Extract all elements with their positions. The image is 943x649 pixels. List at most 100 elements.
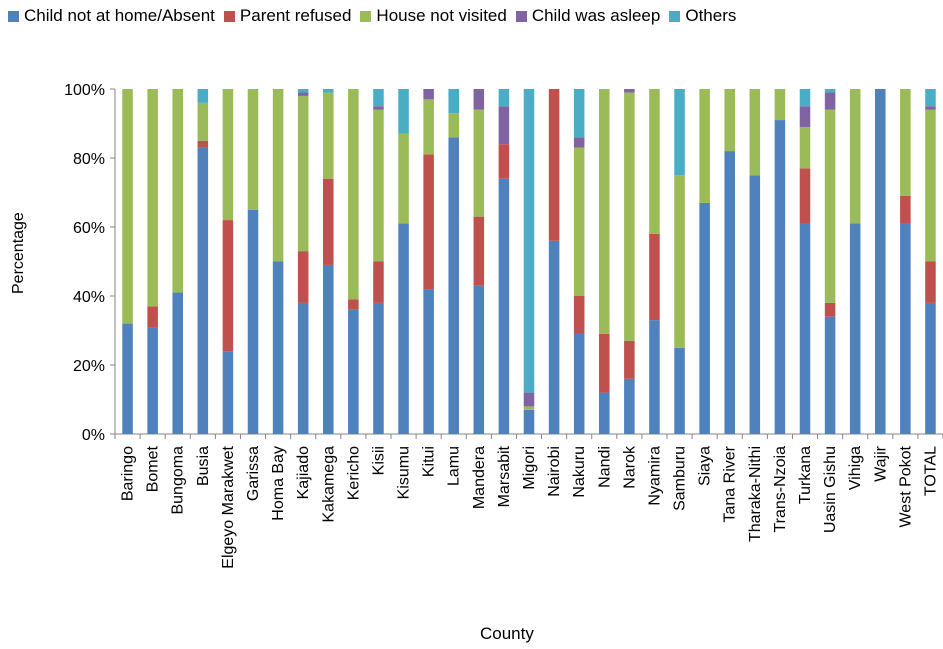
bar-segment (749, 175, 761, 434)
bar-segment (247, 89, 259, 210)
bar-segment (323, 264, 334, 434)
x-tick-label: Homa Bay (270, 446, 287, 521)
x-tick-label: Siaya (697, 446, 714, 486)
bar-segment (423, 89, 434, 100)
x-tick-label: Nandi (596, 446, 613, 488)
x-tick-label: Samburu (672, 446, 689, 511)
bar-segment (749, 89, 761, 176)
bar-segment (473, 216, 485, 286)
x-tick-label: Kericho (345, 446, 362, 500)
x-tick-label: West Pokot (897, 445, 914, 527)
x-tick-label: Kisumu (396, 446, 413, 499)
x-tick-label: Nairobi (546, 446, 563, 497)
legend-label: Parent refused (239, 6, 352, 25)
bar-segment (674, 347, 685, 434)
bar-segment (498, 89, 510, 107)
legend-item: House not visited (360, 6, 507, 26)
bar-segment (573, 147, 585, 296)
bar-segment (297, 89, 309, 93)
bar-segment (222, 351, 234, 434)
bar-segment (247, 209, 259, 434)
bar-segment (398, 89, 409, 134)
bar-segment (799, 126, 811, 169)
legend-item: Others (669, 6, 736, 26)
bar-segment (925, 106, 936, 110)
bar-segment (599, 333, 610, 393)
x-tick-label: Narok (621, 445, 638, 489)
bar-segment (523, 392, 535, 407)
x-tick-label: Uasin Gishu (822, 446, 839, 533)
bar-segment (373, 89, 384, 107)
x-tick-label: Turkana (797, 446, 814, 504)
bar-segment (699, 89, 710, 203)
bar-segment (523, 409, 535, 434)
x-tick-label: Kisii (370, 446, 387, 475)
legend-label: Others (685, 6, 737, 25)
bar-segment (824, 92, 836, 110)
legend-item: Child was asleep (515, 6, 661, 26)
bar-segment (649, 233, 660, 321)
x-tick-label: Busia (195, 446, 212, 486)
bar-segment (849, 89, 861, 224)
bar-segment (824, 316, 836, 434)
bar-segment (624, 92, 635, 341)
bar-segment (323, 92, 334, 179)
bar-segment (373, 109, 384, 262)
bar-segment (172, 292, 183, 434)
bar-segment (925, 109, 936, 262)
bar-segment (373, 302, 384, 434)
x-tick-label: TOTAL (922, 446, 939, 496)
bar-segment (875, 89, 886, 434)
bar-segment (774, 120, 786, 435)
bar-segment (523, 89, 535, 393)
bar-segment (799, 106, 811, 127)
x-tick-label: Baringo (120, 446, 137, 501)
bar-segment (147, 327, 158, 434)
x-tick-label: Tharaka-Nithi (747, 446, 764, 542)
bar-segment (699, 202, 710, 434)
bar-segment (573, 137, 585, 148)
bar-segment (824, 89, 836, 93)
bar-segment (498, 106, 510, 145)
bar-segment (172, 89, 183, 293)
bar-segment (297, 302, 309, 434)
bar-segment (573, 296, 585, 334)
y-tick-label: 80% (73, 151, 105, 168)
bar-segment (573, 333, 585, 434)
bar-segment (423, 99, 434, 155)
bar-segment (272, 261, 284, 434)
x-tick-label: Elgeyo Marakwet (220, 445, 237, 568)
legend-swatch (515, 10, 527, 22)
x-tick-label: Lamu (446, 446, 463, 486)
bar-segment (348, 309, 359, 434)
bar-segment (724, 89, 735, 152)
x-tick-label: Kajiado (295, 446, 312, 499)
bar-segment (548, 89, 560, 241)
x-tick-label: Migori (521, 446, 538, 490)
bar-segment (197, 140, 209, 148)
bar-segment (323, 89, 334, 93)
bar-segment (423, 154, 434, 290)
x-axis-label: County (480, 624, 534, 643)
bar-segment (473, 89, 485, 110)
bar-segment (900, 89, 911, 196)
bar-segment (348, 299, 359, 310)
bar-segment (925, 261, 936, 303)
x-tick-label: Kitui (421, 446, 438, 477)
bar-segment (473, 285, 485, 434)
bar-segment (373, 106, 384, 110)
chart-legend: Child not at home/Absent Parent refused Ho… (8, 6, 745, 26)
bar-segment (900, 223, 911, 434)
bar-segment (824, 302, 836, 317)
bar-segment (448, 89, 459, 114)
legend-label: Child was asleep (531, 6, 661, 25)
x-tick-label: Marsabit (496, 445, 513, 507)
bar-segment (272, 89, 284, 262)
x-tick-label: Bungoma (170, 446, 187, 515)
x-tick-label: Tana River (722, 445, 739, 522)
x-tick-label: Vihiga (847, 446, 864, 490)
bar-segment (498, 144, 510, 179)
bar-segment (297, 92, 309, 96)
bar-segment (297, 95, 309, 252)
